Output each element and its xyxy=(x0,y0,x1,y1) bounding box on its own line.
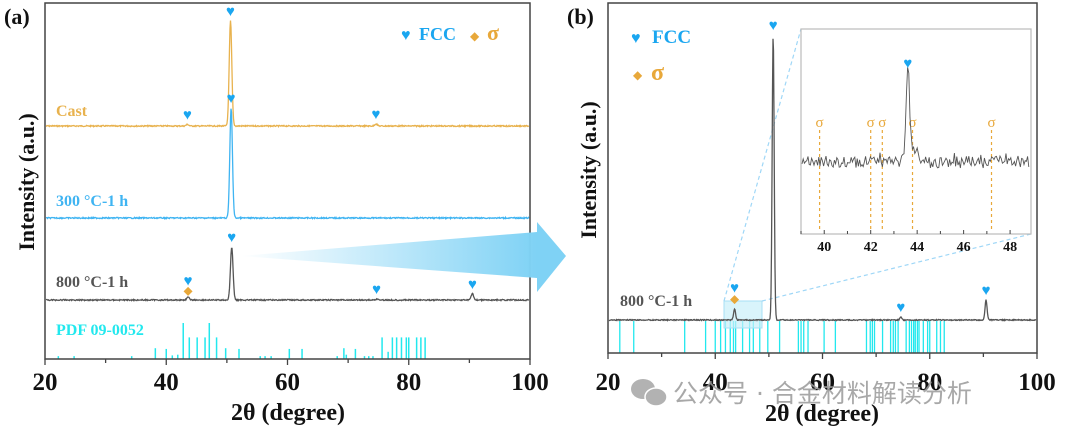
panel-b-markers: ♥ ♥ ♥ ♥ xyxy=(730,18,991,316)
panel-a-frame xyxy=(44,2,531,360)
zoom-region-box xyxy=(723,300,763,329)
panel-b-reference-lines xyxy=(619,321,945,353)
series-label-300c: 300 °C-1 h xyxy=(56,193,128,210)
panel-b-y-label: Intensity (a.u.) xyxy=(576,101,601,239)
x-tick-label: 80 xyxy=(396,369,421,396)
legend-sigma-icon: ◆ xyxy=(470,29,480,43)
panel-a-x-ticks: 20 40 60 80 100 xyxy=(33,359,549,396)
inset-xrd-curve xyxy=(801,67,1030,169)
sigma-label: σ xyxy=(816,115,824,131)
x-tick-label: 20 xyxy=(596,369,621,396)
x-tick-label: 40 xyxy=(154,369,179,396)
watermark-text: 公众号 · 合金材料解读分析 xyxy=(673,379,972,408)
arrow-head xyxy=(537,222,566,292)
inset-x-tick-label: 40 xyxy=(817,240,831,255)
series-label-800c: 800 °C-1 h xyxy=(56,274,128,291)
fcc-marker-icon: ♥ xyxy=(227,230,236,246)
fcc-marker-icon: ♥ xyxy=(372,107,381,123)
inset-fcc-marker-icon: ♥ xyxy=(903,56,912,72)
legend-sigma-label: σ xyxy=(651,60,664,86)
fcc-marker-icon: ♥ xyxy=(226,4,235,20)
x-tick-label: 60 xyxy=(810,369,835,396)
sigma-marker-icon xyxy=(183,286,193,296)
legend-fcc-icon: ♥ xyxy=(401,27,411,44)
panel-b-curves xyxy=(608,38,1037,322)
inset-x-ticks: 40 42 44 46 48 xyxy=(800,230,1017,255)
legend-sigma-icon: ◆ xyxy=(633,68,643,82)
x-tick-label: 80 xyxy=(917,369,942,396)
curve-800c xyxy=(608,38,1037,322)
panel-a-markers: ♥ ♥ ♥ ♥ ♥ ♥ ♥ ♥ xyxy=(183,4,477,298)
inset-curve: ♥ xyxy=(801,56,1030,169)
arrow-shaft xyxy=(240,232,537,278)
sigma-label: σ xyxy=(867,115,875,131)
fcc-marker-icon: ♥ xyxy=(730,281,739,297)
fcc-marker-icon: ♥ xyxy=(183,107,192,123)
panel-b-x-label: 2θ (degree) xyxy=(765,401,879,427)
sigma-label: σ xyxy=(987,115,995,131)
sigma-marker-icon xyxy=(730,295,740,305)
fcc-marker-icon: ♥ xyxy=(982,283,991,299)
fcc-marker-icon: ♥ xyxy=(372,282,381,298)
panel-a: (a) ♥ ♥ ♥ ♥ ♥ ♥ ♥ ♥ 20 40 60 80 100 2θ (degree) Int… xyxy=(4,2,549,426)
series-label-800c-b: 800 °C-1 h xyxy=(620,293,692,310)
panel-a-legend: ♥ FCC ◆ σ xyxy=(401,20,499,45)
legend-fcc-icon: ♥ xyxy=(631,30,641,47)
inset-x-tick-label: 44 xyxy=(910,240,924,255)
panel-a-label: (a) xyxy=(4,4,30,29)
curve-800c xyxy=(45,247,530,303)
fcc-marker-icon: ♥ xyxy=(468,277,477,293)
panel-a-curves xyxy=(45,20,530,303)
legend-fcc-label: FCC xyxy=(652,27,691,48)
zoom-connector-right xyxy=(761,233,1032,302)
inset-x-tick-label: 42 xyxy=(864,240,878,255)
zoom-connector-left xyxy=(723,28,802,302)
sigma-label: σ xyxy=(908,115,916,131)
curve-cast xyxy=(45,20,530,129)
legend-fcc-label: FCC xyxy=(419,24,456,44)
curve-300c xyxy=(45,108,530,221)
fcc-marker-icon: ♥ xyxy=(896,300,905,316)
inset-x-tick-label: 48 xyxy=(1003,240,1017,255)
x-tick-label: 40 xyxy=(703,369,728,396)
panel-b-legend: ♥ FCC ◆ σ xyxy=(631,27,691,86)
series-label-cast: Cast xyxy=(56,103,88,120)
x-tick-label: 60 xyxy=(275,369,300,396)
inset-x-tick-label: 46 xyxy=(957,240,971,255)
fcc-marker-icon: ♥ xyxy=(184,273,193,289)
panel-a-x-label: 2θ (degree) xyxy=(231,400,345,426)
fcc-marker-icon: ♥ xyxy=(227,91,236,107)
reference-label-pdf: PDF 09-0052 xyxy=(56,322,144,339)
x-tick-label: 100 xyxy=(511,369,549,396)
x-tick-label: 100 xyxy=(1018,369,1056,396)
fcc-marker-icon: ♥ xyxy=(769,18,778,34)
x-tick-label: 20 xyxy=(33,369,58,396)
watermark: 公众号 · 合金材料解读分析 xyxy=(631,379,972,408)
panel-a-y-label: Intensity (a.u.) xyxy=(14,113,39,251)
sigma-label: σ xyxy=(878,115,886,131)
inset-frame xyxy=(800,28,1032,235)
transition-arrow xyxy=(240,222,566,292)
panel-b-x-ticks: 20 40 60 80 100 xyxy=(596,353,1056,396)
legend-sigma-label: σ xyxy=(487,20,499,45)
panel-b-label: (b) xyxy=(567,4,594,29)
